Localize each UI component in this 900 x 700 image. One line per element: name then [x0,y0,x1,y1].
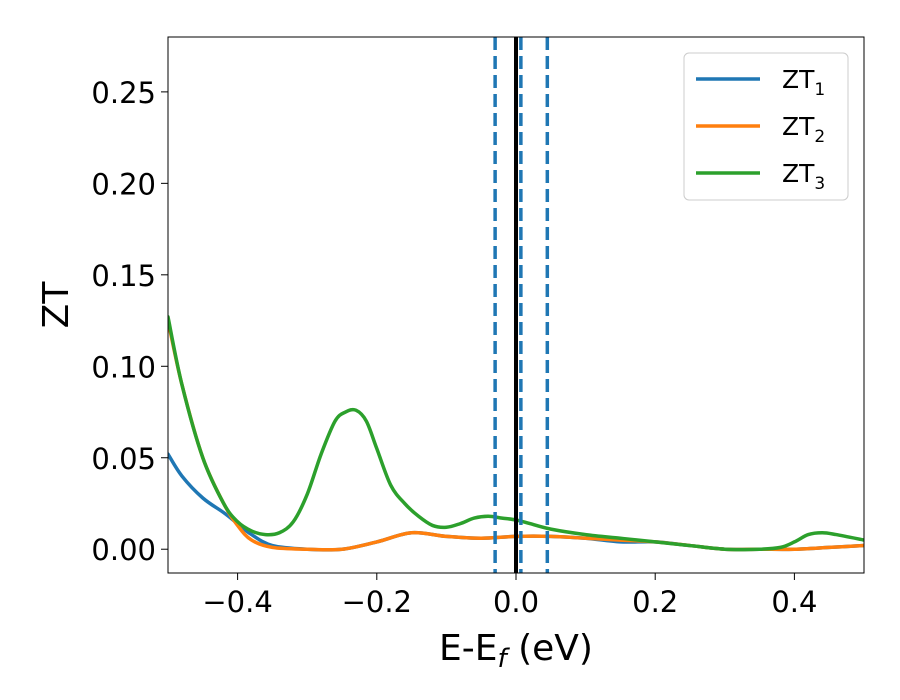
legend-entry-label: ZT3 [782,159,825,194]
x-axis-ticks: −0.4 −0.2 0.0 0.2 0.4 [202,573,817,619]
plot-frame [167,36,865,574]
y-axis-ticks: 0.00 0.05 0.10 0.15 0.20 0.25 [91,76,168,567]
legend-entry-label: ZT2 [782,112,825,147]
y-axis-label: ZT [36,281,77,329]
x-tick-label: 0.0 [493,585,539,619]
y-tick-label: 0.10 [91,350,156,384]
series-line-zt3 [168,315,864,552]
x-tick-label: −0.2 [342,585,412,619]
x-tick-label: 0.2 [632,585,678,619]
legend-box [683,52,849,201]
legend-entry-label: ZT1 [782,65,825,100]
legend: ZT1 ZT2 ZT3 [683,52,849,201]
plot-area [168,37,864,573]
y-tick-label: 0.25 [91,76,156,110]
x-axis-label: E-Ef (eV) [439,628,593,674]
y-tick-label: 0.05 [91,442,156,476]
y-tick-label: 0.20 [91,167,156,201]
y-tick-label: 0.15 [91,259,156,293]
y-tick-label: 0.00 [91,533,156,567]
x-tick-label: −0.4 [202,585,272,619]
x-tick-label: 0.4 [771,585,817,619]
